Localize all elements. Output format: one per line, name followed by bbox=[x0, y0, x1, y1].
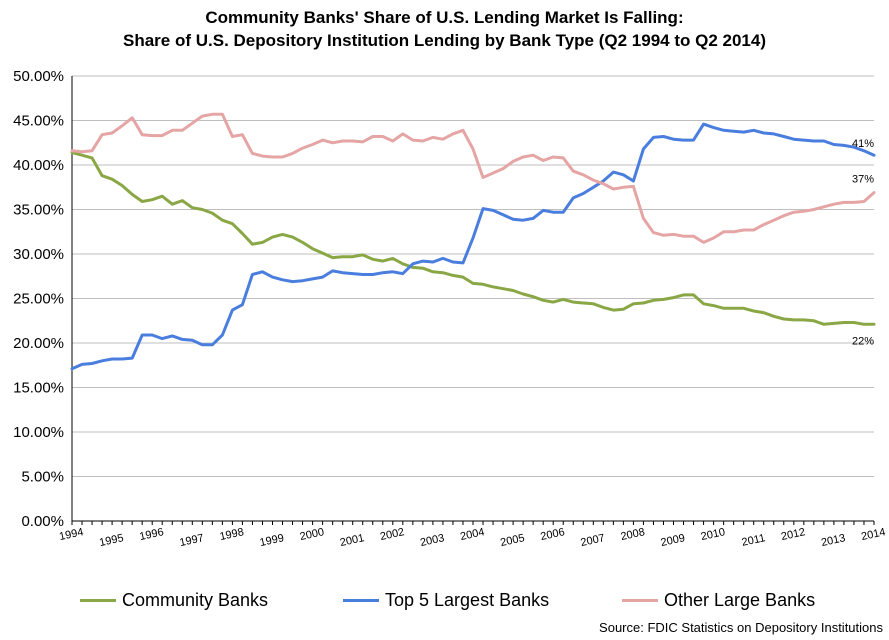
y-tick-label: 10.00% bbox=[13, 424, 64, 441]
series-line-2 bbox=[70, 112, 876, 244]
y-tick-label: 30.00% bbox=[13, 246, 64, 263]
legend-item-community-banks: Community Banks bbox=[80, 590, 268, 611]
x-tick-label: 2010 bbox=[700, 526, 726, 543]
y-tick-label: 5.00% bbox=[21, 469, 64, 486]
x-tick-label: 2013 bbox=[820, 532, 846, 549]
legend-swatch-community-banks bbox=[80, 599, 116, 602]
x-axis: 1994 1995 1996 1997 1998 1999 2000 2001 2002 2003… bbox=[58, 521, 887, 549]
series-line-0 bbox=[70, 151, 876, 326]
y-tick-label: 20.00% bbox=[13, 335, 64, 352]
chart-title-line1: Community Banks' Share of U.S. Lending M… bbox=[205, 8, 684, 27]
x-tick-label: 2003 bbox=[419, 532, 445, 549]
x-tick-label: 1994 bbox=[58, 526, 84, 543]
legend-label: Community Banks bbox=[122, 590, 269, 610]
x-tick-label: 2006 bbox=[539, 526, 565, 543]
x-tick-label: 2004 bbox=[459, 526, 485, 543]
series-lines bbox=[70, 112, 876, 371]
x-tick-label: 2005 bbox=[499, 532, 525, 549]
legend: Community Banks Top 5 Largest Banks Othe… bbox=[0, 590, 889, 614]
legend-item-other-large-banks: Other Large Banks bbox=[622, 590, 815, 611]
y-tick-label: 50.00% bbox=[13, 68, 64, 85]
x-tick-label: 2009 bbox=[660, 532, 686, 549]
x-tick-label: 1997 bbox=[178, 532, 204, 549]
x-tick-label: 2001 bbox=[339, 532, 365, 549]
series-line-1 bbox=[70, 122, 876, 371]
y-axis: 0.00% 5.00% 10.00% 15.00% 20.00% 25.00% 30.00%… bbox=[13, 68, 73, 530]
x-tick-label: 1996 bbox=[138, 526, 164, 543]
chart-title: Community Banks' Share of U.S. Lending M… bbox=[0, 6, 889, 52]
x-tick-label: 2002 bbox=[379, 526, 405, 543]
x-tick-label: 2011 bbox=[741, 532, 767, 549]
y-tick-label: 0.00% bbox=[21, 513, 64, 530]
y-tick-label: 35.00% bbox=[13, 202, 64, 219]
y-tick-label: 45.00% bbox=[13, 113, 64, 130]
legend-label: Top 5 Largest Banks bbox=[385, 590, 550, 610]
x-tick-label: 2014 bbox=[860, 526, 886, 543]
legend-swatch-other-large-banks bbox=[622, 599, 658, 602]
legend-label: Other Large Banks bbox=[664, 590, 816, 610]
end-label: 41% bbox=[852, 138, 874, 150]
legend-item-top5-banks: Top 5 Largest Banks bbox=[343, 590, 549, 611]
x-tick-label: 2007 bbox=[579, 532, 605, 549]
x-tick-label: 2012 bbox=[780, 526, 806, 543]
x-tick-label: 1995 bbox=[98, 532, 124, 549]
y-tick-label: 25.00% bbox=[13, 291, 64, 308]
chart-title-line2: Share of U.S. Depository Institution Len… bbox=[123, 31, 766, 50]
end-labels: 22% 41% 37% bbox=[852, 138, 874, 347]
end-label: 22% bbox=[852, 335, 874, 347]
x-tick-label: 2008 bbox=[620, 526, 646, 543]
source-note: Source: FDIC Statistics on Depository In… bbox=[599, 620, 883, 635]
line-chart: 0.00% 5.00% 10.00% 15.00% 20.00% 25.00% 30.00%… bbox=[13, 68, 887, 549]
end-label: 37% bbox=[852, 174, 874, 186]
y-tick-label: 40.00% bbox=[13, 157, 64, 174]
y-tick-label: 15.00% bbox=[13, 380, 64, 397]
x-tick-label: 1998 bbox=[219, 526, 245, 543]
x-tick-label: 1999 bbox=[259, 532, 285, 549]
legend-swatch-top5-banks bbox=[343, 599, 379, 602]
x-tick-label: 2000 bbox=[299, 526, 325, 543]
gridlines bbox=[72, 75, 874, 522]
